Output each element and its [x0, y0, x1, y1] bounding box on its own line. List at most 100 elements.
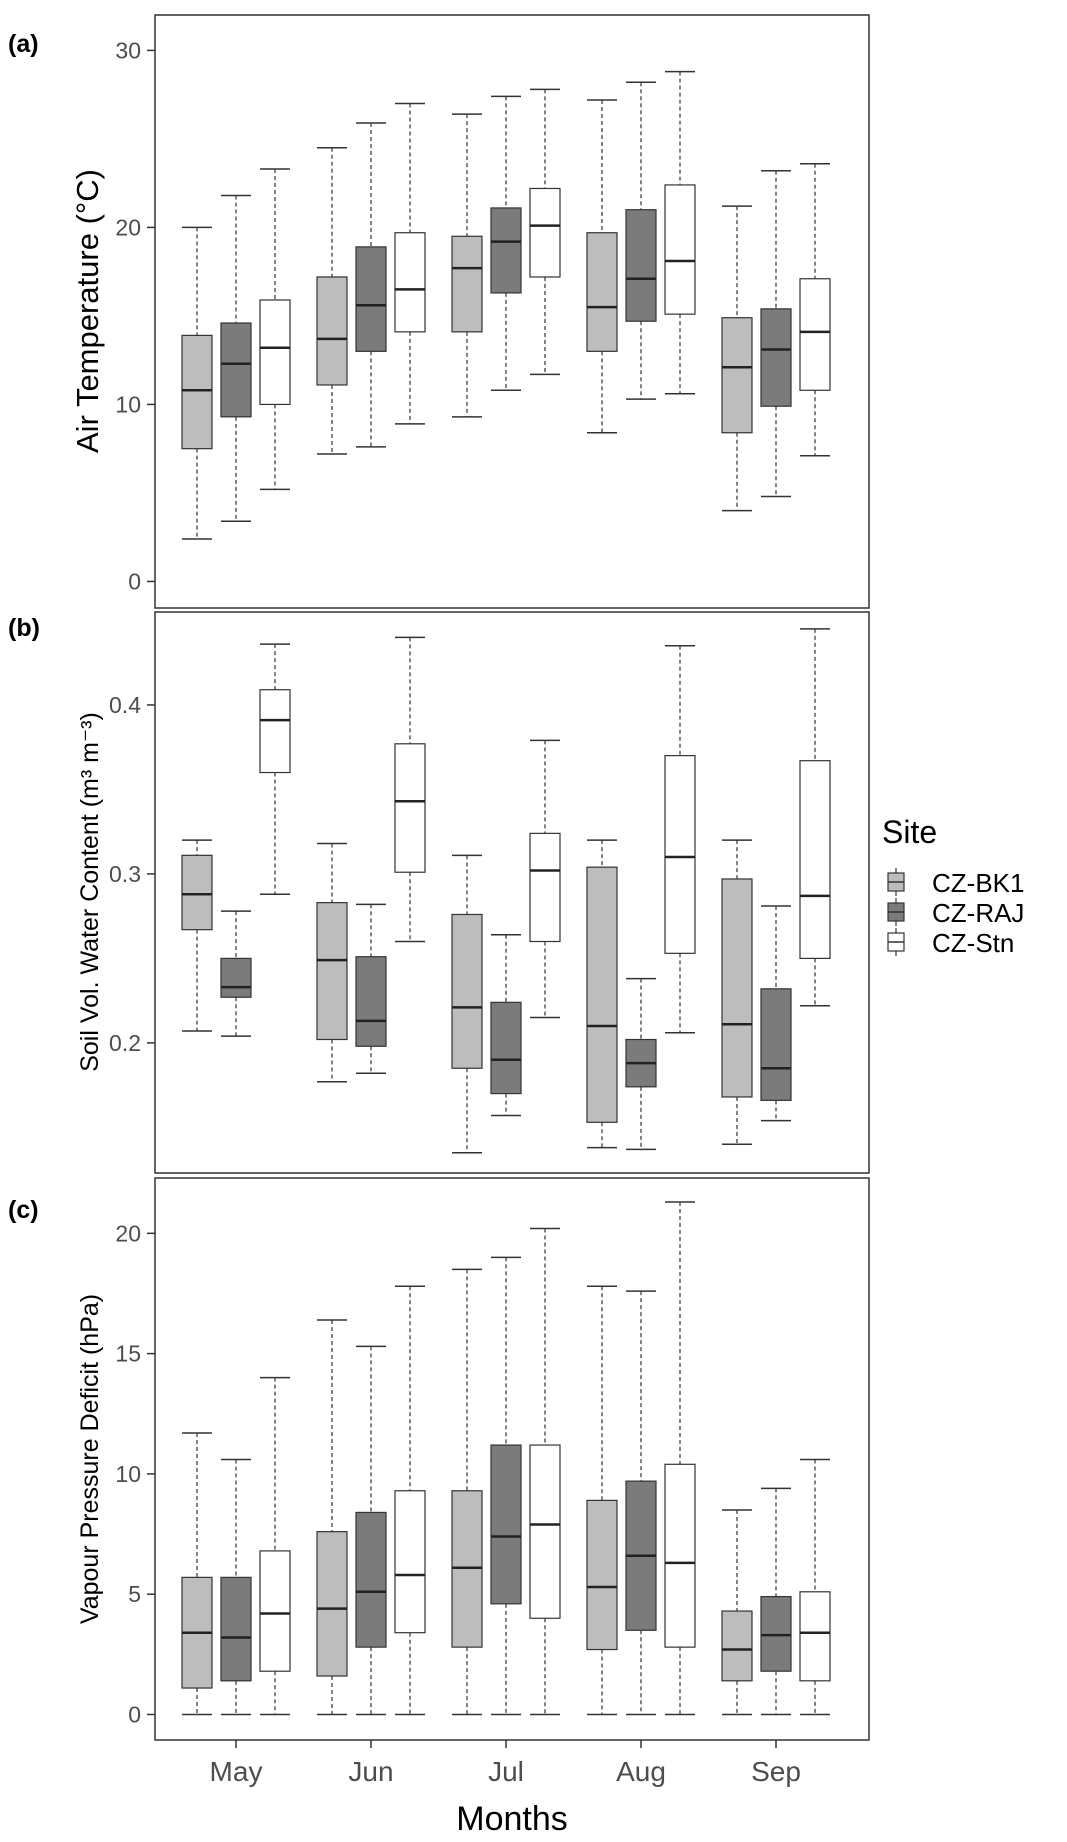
panel-a-ytick-label: 20 [115, 214, 141, 240]
box-cz-stn-may [259, 1376, 291, 1716]
box-cz-bk1-may [181, 1432, 213, 1716]
panel-a-label: (a) [8, 30, 39, 58]
panel-c: (c) Vapour Pressure Deficit (hPa) 0 5 10 15… [8, 1177, 870, 1741]
box-cz-bk1-jun [316, 842, 348, 1083]
panel-c-plot: 0 5 10 15 20 [115, 1201, 831, 1727]
legend-label: CZ-BK1 [932, 868, 1024, 898]
box-cz-bk1-aug [586, 839, 618, 1149]
box-iqr [586, 1499, 618, 1651]
panel-b-plot: 0.2 0.3 0.4 [109, 628, 831, 1154]
panel-c-ytick-label: 0 [128, 1701, 141, 1727]
box-iqr [664, 755, 696, 954]
box-cz-raj-jul [490, 933, 522, 1117]
panel-c-label: (c) [8, 1196, 39, 1224]
box-cz-stn-jun [394, 636, 426, 943]
box-iqr [760, 988, 792, 1101]
panel-b-ytick-label: 0.3 [109, 861, 141, 887]
legend-label: CZ-Stn [932, 928, 1014, 958]
panel-b-label: (b) [8, 614, 40, 642]
box-iqr [394, 743, 426, 873]
box-cz-raj-sep [760, 170, 792, 498]
panel-b-ytick-label: 0.4 [109, 692, 141, 718]
panel-a-ylabel: Air Temperature (°C) [70, 169, 105, 453]
box-cz-stn-sep [799, 1458, 831, 1716]
panel-c-ytick-label: 15 [115, 1341, 141, 1367]
x-axis-title: Months [456, 1800, 568, 1838]
box-cz-stn-may [259, 168, 291, 491]
box-iqr [799, 278, 831, 391]
box-iqr [664, 1463, 696, 1648]
box-iqr [355, 246, 387, 352]
box-iqr [529, 832, 561, 943]
box-iqr [490, 1444, 522, 1605]
box-iqr [451, 235, 483, 333]
box-iqr [259, 689, 291, 774]
box-cz-stn-jul [529, 88, 561, 376]
box-iqr [316, 276, 348, 386]
panel-a-ytick-label: 30 [115, 37, 141, 63]
box-cz-bk1-jul [451, 1268, 483, 1716]
box-cz-raj-may [220, 194, 252, 523]
box-cz-raj-may [220, 910, 252, 1037]
panel-b-ylabel: Soil Vol. Water Content (m³ m⁻³) [76, 712, 104, 1072]
xtick-label-jul: Jul [488, 1756, 524, 1787]
box-cz-stn-jun [394, 1285, 426, 1716]
box-iqr [394, 1490, 426, 1634]
xtick-label-sep: Sep [751, 1756, 801, 1787]
box-cz-stn-may [259, 643, 291, 895]
box-cz-bk1-sep [721, 839, 753, 1146]
xtick-label-may: May [210, 1756, 263, 1787]
box-cz-bk1-sep [721, 1509, 753, 1716]
panel-b-ytick-label: 0.2 [109, 1030, 141, 1056]
legend-title: Site [882, 814, 937, 850]
box-iqr [760, 308, 792, 407]
box-iqr [355, 1511, 387, 1648]
box-cz-raj-jul [490, 95, 522, 392]
panel-c-ytick-label: 20 [115, 1220, 141, 1246]
box-iqr [721, 878, 753, 1098]
legend-item-cz-raj: CZ-RAJ [887, 898, 1024, 928]
panel-a-plot: 0 10 20 30 [115, 37, 831, 594]
box-iqr [664, 184, 696, 315]
box-iqr [181, 854, 213, 931]
panel-b: (b) Soil Vol. Water Content (m³ m⁻³) 0.2… [8, 611, 870, 1174]
legend-item-cz-bk1: CZ-BK1 [887, 868, 1024, 898]
box-cz-bk1-jun [316, 147, 348, 455]
box-cz-bk1-may [181, 839, 213, 1032]
box-iqr [799, 1591, 831, 1682]
box-iqr [316, 1531, 348, 1677]
box-cz-stn-jul [529, 1227, 561, 1716]
box-iqr [586, 232, 618, 352]
box-iqr [721, 317, 753, 434]
panel-a: (a) Air Temperature (°C) 0 10 20 30 [8, 14, 870, 609]
box-iqr [220, 957, 252, 998]
box-iqr [490, 1001, 522, 1095]
box-cz-stn-aug [664, 1201, 696, 1716]
box-cz-stn-jul [529, 739, 561, 1019]
box-iqr [259, 299, 291, 406]
box-cz-raj-aug [625, 977, 657, 1151]
box-cz-bk1-may [181, 226, 213, 540]
legend-item-cz-stn: CZ-Stn [887, 928, 1014, 958]
box-cz-stn-sep [799, 628, 831, 1007]
box-cz-raj-may [220, 1458, 252, 1716]
box-cz-raj-jul [490, 1256, 522, 1716]
xtick-label-jun: Jun [348, 1756, 393, 1787]
box-iqr [625, 209, 657, 322]
box-iqr [490, 207, 522, 294]
box-cz-stn-jun [394, 102, 426, 425]
panel-a-ytick-label: 0 [128, 568, 141, 594]
box-cz-bk1-aug [586, 99, 618, 434]
box-iqr [394, 232, 426, 333]
box-iqr [451, 913, 483, 1069]
box-iqr [586, 866, 618, 1123]
box-cz-raj-jun [355, 1345, 387, 1716]
box-iqr [355, 956, 387, 1047]
box-cz-bk1-jul [451, 854, 483, 1154]
xtick-label-aug: Aug [616, 1756, 666, 1787]
box-iqr [259, 1550, 291, 1672]
box-cz-raj-sep [760, 905, 792, 1122]
box-cz-raj-aug [625, 1290, 657, 1716]
